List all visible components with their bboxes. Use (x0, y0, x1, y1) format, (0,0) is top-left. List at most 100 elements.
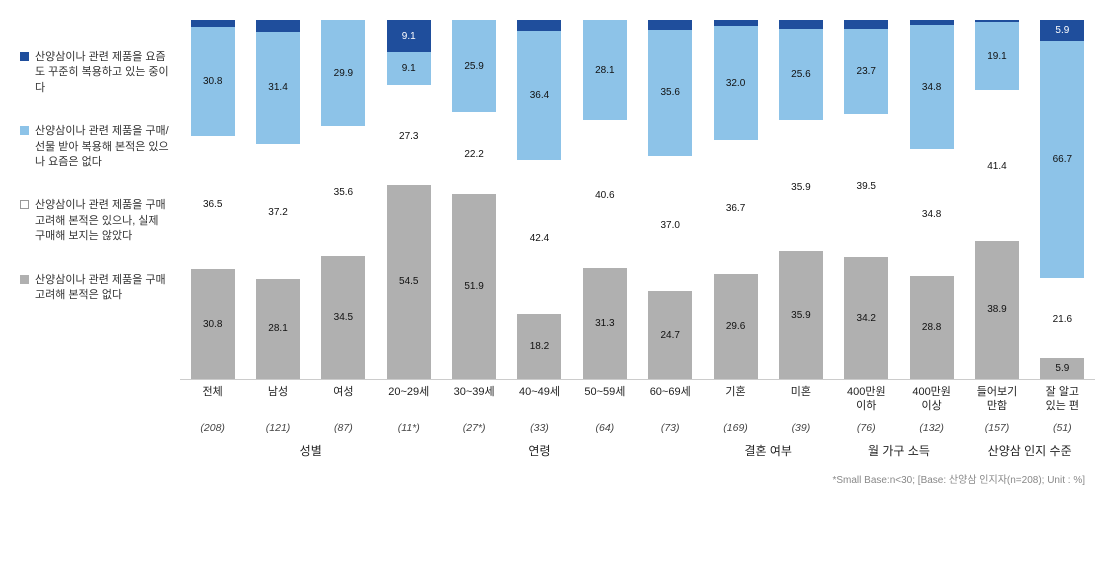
bar-value-label: 27.3 (399, 131, 418, 142)
bar-value-label: 30.8 (203, 76, 222, 87)
bar-column: 1.534.834.828.8 (899, 20, 964, 379)
group-label (180, 442, 245, 459)
bar-segment: 34.5 (321, 256, 365, 379)
bar-segment: 35.9 (779, 123, 823, 251)
bar-value-label: 9.1 (402, 63, 416, 74)
bar-segment: 32.0 (714, 26, 758, 140)
legend-swatch (20, 126, 29, 135)
n-count: (76) (834, 422, 899, 434)
bar-value-label: 39.5 (857, 181, 876, 192)
n-count: (169) (703, 422, 768, 434)
bar-value-label: 32.0 (726, 78, 745, 89)
n-count: (73) (638, 422, 703, 434)
bar-segment: 24.7 (648, 291, 692, 379)
bar-value-label: 34.2 (857, 313, 876, 324)
bar-column: 2.6 25.6 35.9 35.9 (768, 20, 833, 379)
group-labels: 성별연령결혼 여부월 가구 소득산양삼 인지 수준 (180, 442, 1095, 459)
chart-area: 1.930.836.530.83.331.437.228.129.935.634… (180, 20, 1095, 486)
n-count: (121) (245, 422, 310, 434)
bar-value-label: 35.6 (660, 87, 679, 98)
bar-column: 29.9 35.6 34.5 (311, 20, 376, 379)
bar-value-label: 5.9 (1055, 363, 1069, 374)
x-axis-label: 들어보기만함 (964, 386, 1029, 414)
x-axis-label: 40~49세 (507, 386, 572, 414)
bar-segment: 18.2 (517, 314, 561, 379)
bar-value-label: 38.9 (987, 304, 1006, 315)
bar-segment: 41.4 (975, 93, 1019, 240)
x-axis-labels: 전체남성여성20~29세30~39세40~49세50~59세60~69세기혼미혼… (180, 386, 1095, 414)
bar-segment: 9.1 (387, 52, 431, 84)
bar-column: 1.832.036.729.6 (703, 20, 768, 379)
x-axis-label: 기혼 (703, 386, 768, 414)
bar-value-label: 36.5 (203, 199, 222, 210)
legend-item: 산양삼이나 관련 제품을 요즘도 꾸준히 복용하고 있는 중이다 (20, 50, 170, 96)
x-axis-label: 잘 알고있는 편 (1030, 386, 1095, 414)
bar-value-label: 35.9 (791, 310, 810, 321)
bar-segment: 29.6 (714, 274, 758, 379)
n-count: (87) (311, 422, 376, 434)
bar-segment: 54.5 (387, 185, 431, 379)
bar-value-label: 23.7 (857, 66, 876, 77)
bar-value-label: 34.5 (334, 312, 353, 323)
bar-value-label: 2.7 (663, 6, 677, 17)
bar-value-label: 1.8 (729, 6, 743, 17)
bar-segment: 9.1 (387, 20, 431, 52)
bar-segment: 28.8 (910, 276, 954, 379)
bar-stack: 28.140.631.3 (583, 20, 627, 379)
legend-swatch (20, 200, 29, 209)
bar-segment: 30.8 (191, 27, 235, 137)
bar-stack: 1.534.834.828.8 (910, 20, 954, 379)
bar-stack: 1.930.836.530.8 (191, 20, 235, 379)
footnote: *Small Base:n<30; [Base: 산양삼 인지자(n=208);… (180, 471, 1095, 486)
legend-swatch (20, 52, 29, 61)
bar-value-label: 24.7 (660, 330, 679, 341)
bar-value-label: 36.4 (530, 90, 549, 101)
bar-segment: 36.7 (714, 143, 758, 274)
legend-item: 산양삼이나 관련 제품을 구매 고려해 본적은 있으나, 실제 구매해 보지는 … (20, 198, 170, 244)
bar-value-label: 2.6 (794, 6, 808, 17)
bar-segment: 35.6 (648, 30, 692, 157)
stacked-bar-chart: 산양삼이나 관련 제품을 요즘도 꾸준히 복용하고 있는 중이다 산양삼이나 관… (20, 20, 1095, 486)
bar-value-label: 2.6 (859, 6, 873, 17)
bar-segment: 38.9 (975, 241, 1019, 380)
bar-stack: 5.966.721.65.9 (1040, 20, 1084, 379)
bar-stack: 3.036.442.418.2 (517, 20, 561, 379)
bar-value-label: 3.0 (533, 6, 547, 17)
bar-value-label: 36.7 (726, 203, 745, 214)
bar-value-label: 35.6 (334, 187, 353, 198)
bar-segment: 34.8 (910, 152, 954, 276)
n-count: (39) (768, 422, 833, 434)
n-counts-row: (208)(121)(87)(11*)(27*)(33)(64)(73)(169… (180, 422, 1095, 434)
bar-stack: 3.331.437.228.1 (256, 20, 300, 379)
n-count: (51) (1030, 422, 1095, 434)
bar-value-label: 42.4 (530, 233, 549, 244)
bar-segment: 5.9 (1040, 20, 1084, 41)
bar-value-label: 21.6 (1053, 314, 1072, 325)
group-label: 성별 (245, 442, 376, 459)
bar-segment: 25.9 (452, 20, 496, 112)
bar-segment: 34.8 (910, 25, 954, 149)
bar-value-label: 29.6 (726, 321, 745, 332)
n-count: (27*) (441, 422, 506, 434)
bar-segment: 22.2 (452, 115, 496, 194)
bar-value-label: 3.3 (271, 6, 285, 17)
bar-value-label: 25.6 (791, 69, 810, 80)
legend-swatch (20, 275, 29, 284)
bar-value-label: 29.9 (334, 68, 353, 79)
bar-segment: 1.9 (191, 20, 235, 27)
bar-segment: 36.4 (517, 31, 561, 161)
legend-item: 산양삼이나 관련 제품을 구매 고려해 본적은 없다 (20, 273, 170, 304)
bar-segment: 35.6 (321, 129, 365, 256)
bar-stack: 9.1 9.1 27.3 54.5 (387, 20, 431, 379)
bar-value-label: 41.4 (987, 161, 1006, 172)
bar-value-label: 31.3 (595, 318, 614, 329)
n-count: (157) (964, 422, 1029, 434)
group-label: 월 가구 소득 (834, 442, 965, 459)
x-axis-label: 400만원이상 (899, 386, 964, 414)
bar-segment: 35.9 (779, 251, 823, 379)
bar-column: 25.922.251.9 (441, 20, 506, 379)
bar-segment: 2.6 (779, 20, 823, 29)
legend-label: 산양삼이나 관련 제품을 요즘도 꾸준히 복용하고 있는 중이다 (35, 50, 170, 96)
bar-value-label: 1.5 (925, 6, 939, 17)
bar-value-label: 22.2 (464, 149, 483, 160)
